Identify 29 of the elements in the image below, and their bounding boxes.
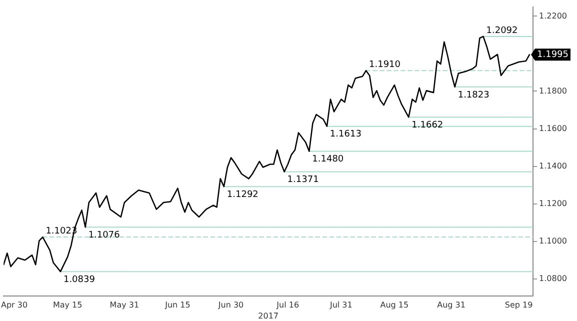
x-tick-label: May 15 [52,300,82,310]
annotation: 1.1910 [369,60,401,70]
annotation: 1.1371 [287,175,319,186]
x-tick-label: Aug 15 [380,300,409,310]
annotation: 1.1662 [412,120,444,130]
x-tick-label: Jun 30 [217,300,244,310]
y-tick-label: 1.0800 [539,274,567,283]
x-tick-label: May 31 [110,300,140,310]
annotation: 1.1292 [226,190,258,200]
x-axis-title: 2017 [258,311,278,320]
y-tick-label: 1.1200 [539,198,567,208]
y-tick-label: 1.1800 [539,86,567,96]
x-tick-label: Jun 15 [164,300,190,310]
x-tick-label: Aug 31 [437,300,466,310]
annotation: 1.1995 [537,50,568,60]
annotation: 1.2092 [486,26,518,36]
annotation: 1.1823 [458,90,490,100]
x-tick-label: Jul 31 [328,300,352,310]
annotation: 1.1480 [312,154,344,165]
y-tick-label: 1.1000 [539,236,567,246]
y-tick-label: 1.2200 [539,11,567,20]
y-tick-label: 1.1600 [539,124,567,133]
x-tick-label: Jul 16 [276,300,300,310]
x-tick-label: Sep 19 [504,300,533,310]
annotation: 1.0839 [63,274,96,285]
x-tick-label: Apr 30 [1,300,28,310]
annotation: 1.1613 [330,130,362,140]
annotation: 1.1076 [88,230,120,240]
y-tick-label: 1.1400 [539,161,567,170]
